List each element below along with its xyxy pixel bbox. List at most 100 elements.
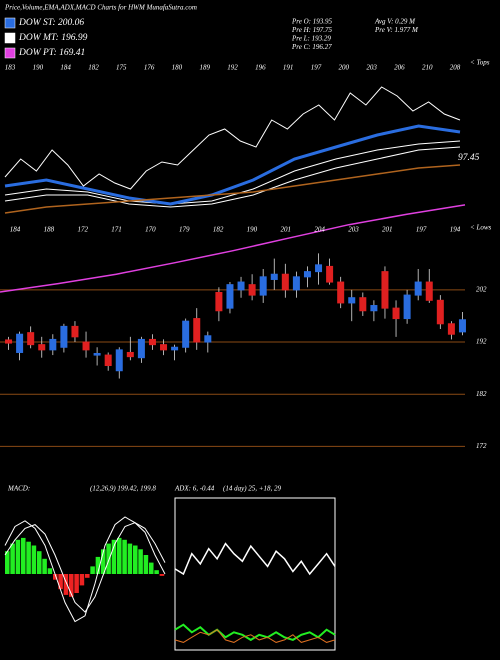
candle-body bbox=[392, 307, 400, 320]
candle-body bbox=[348, 297, 356, 304]
series-line bbox=[4, 522, 166, 613]
candle-body bbox=[60, 325, 68, 348]
candle-body bbox=[259, 276, 267, 296]
legend-label: DOW ST: 200.06 bbox=[18, 18, 84, 28]
histogram-bar bbox=[15, 539, 21, 574]
candle-body bbox=[436, 299, 444, 325]
histogram-bar bbox=[101, 549, 106, 574]
top-label: 175 bbox=[116, 64, 127, 72]
top-label: 190 bbox=[33, 64, 44, 72]
histogram-bar bbox=[117, 537, 122, 574]
top-label: 197 bbox=[311, 64, 322, 72]
panel-title: ADX: 6, -0.44 bbox=[174, 485, 215, 493]
legend-swatch bbox=[4, 17, 16, 29]
candle-body bbox=[270, 273, 278, 280]
panel-frame bbox=[174, 497, 336, 651]
top-label: 208 bbox=[450, 64, 461, 72]
y-tick-label: 182 bbox=[476, 390, 487, 398]
histogram-bar bbox=[127, 543, 133, 574]
bottom-label: 182 bbox=[213, 226, 224, 234]
candle-body bbox=[359, 297, 367, 312]
histogram-bar bbox=[106, 543, 111, 574]
y-tick-label: 192 bbox=[476, 338, 487, 346]
histogram-bar bbox=[10, 543, 15, 574]
panel-title: MACD: bbox=[7, 485, 30, 493]
candle-body bbox=[38, 344, 46, 351]
candle-body bbox=[248, 284, 256, 296]
top-label: 196 bbox=[255, 64, 266, 72]
candle-body bbox=[381, 271, 389, 309]
histogram-bar bbox=[111, 539, 117, 574]
candle-body bbox=[215, 291, 223, 312]
candle-body bbox=[403, 294, 411, 320]
top-label: 210 bbox=[422, 64, 433, 72]
histogram-bar bbox=[159, 574, 165, 576]
candle-body bbox=[137, 338, 145, 359]
bottom-label: 188 bbox=[44, 226, 55, 234]
histogram-bar bbox=[138, 549, 143, 574]
legend-label: DOW MT: 196.99 bbox=[18, 33, 88, 43]
histogram-bar bbox=[21, 537, 26, 574]
candle-body bbox=[292, 276, 300, 291]
bottom-label: 204 bbox=[314, 226, 325, 234]
bottom-label: 203 bbox=[348, 226, 359, 234]
candle-body bbox=[204, 335, 212, 343]
candle-body bbox=[237, 281, 245, 291]
candle-body bbox=[82, 341, 90, 351]
histogram-bar bbox=[31, 545, 37, 574]
top-label: 189 bbox=[199, 64, 210, 72]
histogram-bar bbox=[154, 570, 159, 574]
top-label: 180 bbox=[172, 64, 183, 72]
histogram-bar bbox=[37, 551, 42, 574]
candle-body bbox=[182, 320, 190, 348]
histogram-bar bbox=[90, 566, 95, 574]
candle-body bbox=[115, 349, 123, 372]
series-line bbox=[4, 124, 461, 206]
candle-body bbox=[148, 338, 156, 346]
bottom-label: 201 bbox=[382, 226, 393, 234]
candle-body bbox=[414, 281, 422, 296]
candle-body bbox=[104, 354, 112, 367]
y-tick-label: 202 bbox=[476, 285, 487, 293]
series-line bbox=[174, 629, 336, 643]
histogram-bar bbox=[133, 545, 138, 574]
candle-body bbox=[370, 305, 378, 312]
legend-swatch bbox=[4, 32, 16, 44]
candle-body bbox=[16, 333, 24, 353]
panel-subtitle: (14 day) 25, +18, 29 bbox=[223, 485, 281, 493]
legend-label: DOW PT: 169.41 bbox=[18, 48, 85, 58]
candle-body bbox=[171, 346, 179, 351]
histogram-bar bbox=[69, 574, 74, 597]
top-label: 203 bbox=[366, 64, 377, 72]
candle-body bbox=[447, 323, 455, 335]
top-label: 182 bbox=[88, 64, 99, 72]
histogram-bar bbox=[53, 574, 58, 580]
histogram-bar bbox=[63, 574, 69, 595]
candle-body bbox=[281, 273, 289, 291]
histogram-bar bbox=[26, 541, 31, 574]
histogram-bar bbox=[42, 558, 47, 574]
top-label: 200 bbox=[339, 64, 350, 72]
bottom-label: 170 bbox=[145, 226, 156, 234]
info-text: Pre C: 196.27 bbox=[291, 43, 332, 51]
histogram-bar bbox=[149, 562, 154, 574]
series-line bbox=[4, 164, 461, 214]
legend-swatch bbox=[4, 47, 16, 59]
candle-body bbox=[27, 332, 35, 346]
note: < Tops bbox=[470, 59, 490, 67]
candle-body bbox=[160, 344, 168, 351]
series-line bbox=[174, 542, 336, 576]
candle-body bbox=[458, 319, 466, 333]
candle-body bbox=[49, 338, 57, 351]
info-text: Pre O: 193.95 bbox=[291, 18, 332, 26]
candle-body bbox=[5, 339, 13, 344]
end-label: 97.45 bbox=[458, 153, 480, 163]
top-label: 192 bbox=[227, 64, 238, 72]
bottom-label: 171 bbox=[111, 226, 122, 234]
bottom-label: 184 bbox=[10, 226, 21, 234]
info-text: Avg V: 0.29 M bbox=[374, 18, 416, 26]
histogram-bar bbox=[143, 555, 149, 574]
bottom-label: 172 bbox=[77, 226, 88, 234]
